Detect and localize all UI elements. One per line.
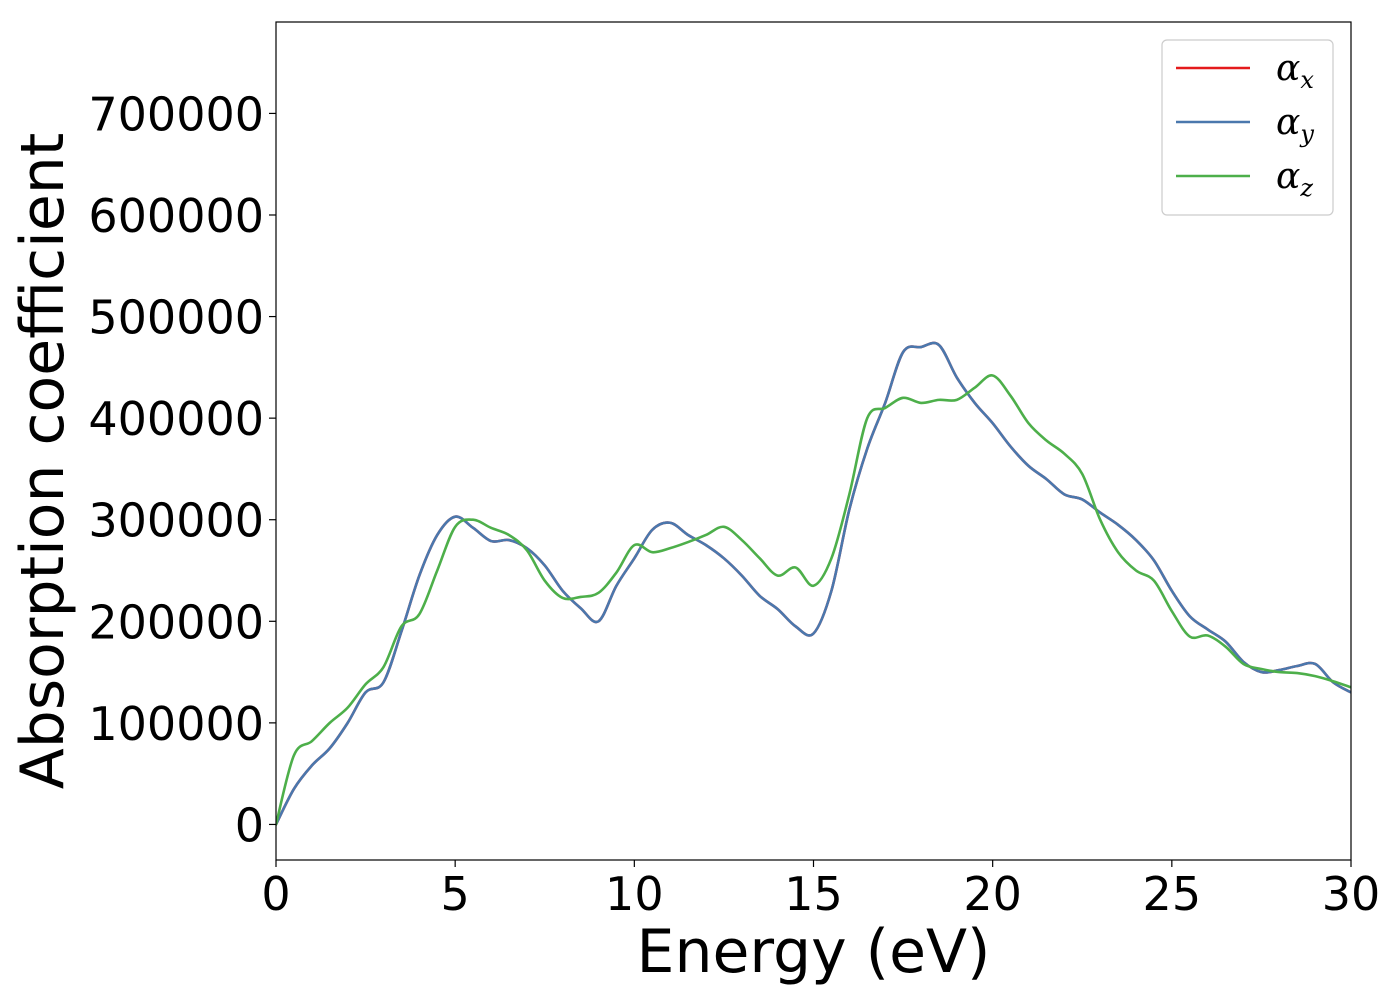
legend: αx αy αz (1161, 39, 1334, 216)
y-tick-label: 500000 (88, 291, 264, 345)
y-tick-label: 700000 (88, 87, 264, 141)
x-tick-label: 5 (441, 867, 470, 921)
y-tick-label: 300000 (88, 494, 264, 548)
y-tick-label: 0 (235, 798, 264, 852)
series-line-x (276, 341, 1351, 826)
x-tick-label: 30 (1322, 867, 1381, 921)
x-tick-label: 25 (1143, 867, 1202, 921)
ticks-layer: 0 5 10 15 20 25 30 0 100000 200000 300000 400000 500… (88, 87, 1380, 921)
x-tick-label: 15 (784, 867, 843, 921)
legend-label-z: αz (1276, 156, 1313, 202)
x-axis-title: Energy (eV) (637, 917, 991, 987)
series-layer (276, 341, 1351, 826)
x-tick-label: 0 (261, 867, 290, 921)
x-tick-label: 10 (605, 867, 664, 921)
y-axis-title: Absorption coefficient (8, 133, 78, 790)
legend-label-y: αy (1276, 102, 1314, 148)
y-tick-label: 200000 (88, 595, 264, 649)
legend-label-x: αx (1276, 48, 1314, 94)
y-tick-label: 100000 (88, 697, 264, 751)
legend-box (1161, 39, 1334, 216)
series-line-z (276, 374, 1351, 826)
series-line-y (276, 341, 1351, 826)
y-tick-label: 600000 (88, 189, 264, 243)
y-tick-label: 400000 (88, 392, 264, 446)
x-tick-label: 20 (963, 867, 1022, 921)
